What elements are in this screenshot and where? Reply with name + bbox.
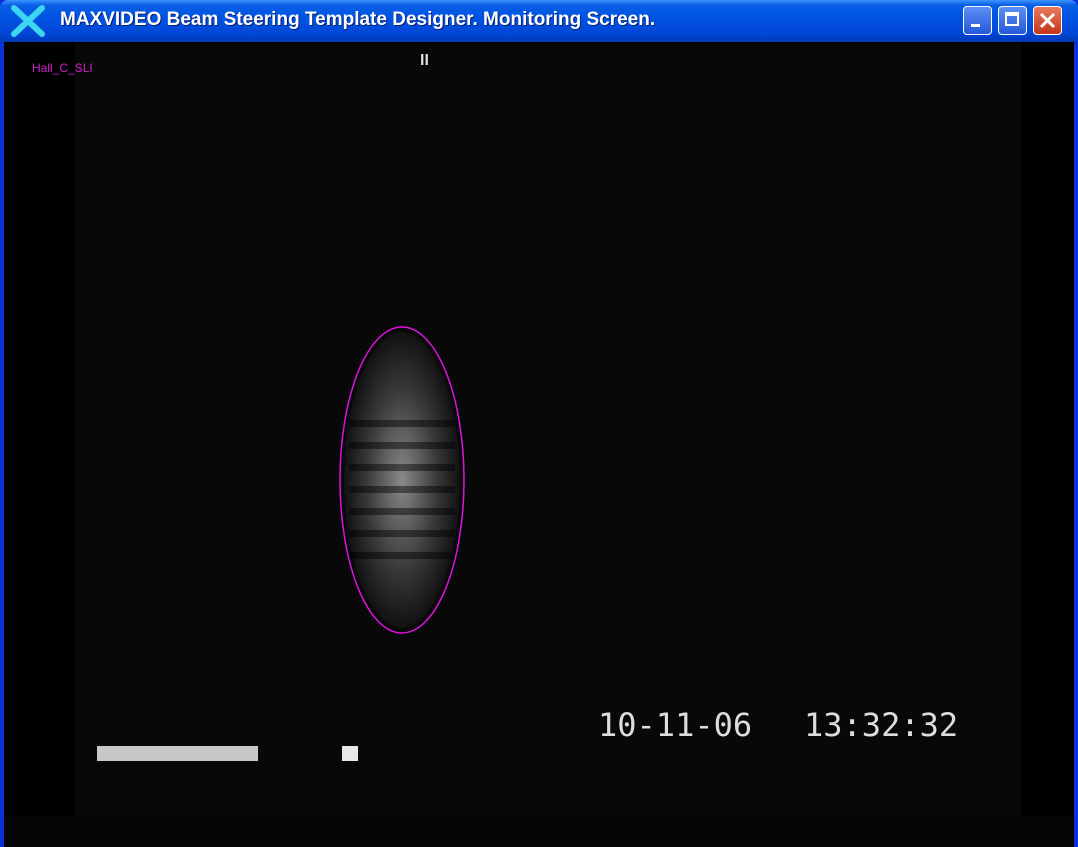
maximize-button[interactable] — [998, 6, 1027, 35]
status-square — [342, 746, 358, 761]
camera-label: Hall_C_SLI — [32, 61, 93, 75]
pause-marker: II — [420, 52, 429, 69]
time-overlay: 13:32:32 — [804, 706, 958, 744]
minimize-glyph — [971, 24, 980, 27]
app-icon — [0, 0, 50, 40]
bottom-strip — [4, 817, 1074, 847]
minimize-button[interactable] — [963, 6, 992, 35]
video-frame: Hall_C_SLI II 10-11-06 13:32:32 — [4, 42, 1074, 847]
video-area: Hall_C_SLI II 10-11-06 13:32:32 — [4, 42, 1074, 847]
date-overlay: 10-11-06 — [598, 706, 752, 744]
icon-x — [14, 8, 42, 34]
camera-image — [75, 42, 1021, 817]
close-button[interactable] — [1033, 6, 1062, 35]
app-window: MAXVIDEO Beam Steering Template Designer… — [0, 0, 1078, 847]
close-glyph — [1034, 7, 1061, 34]
maximize-glyph — [1005, 12, 1019, 26]
level-bar — [97, 746, 258, 761]
window-title: MAXVIDEO Beam Steering Template Designer… — [60, 9, 655, 31]
title-bar: MAXVIDEO Beam Steering Template Designer… — [0, 0, 1078, 42]
close-x — [1041, 14, 1054, 27]
beam-spot — [344, 332, 460, 628]
